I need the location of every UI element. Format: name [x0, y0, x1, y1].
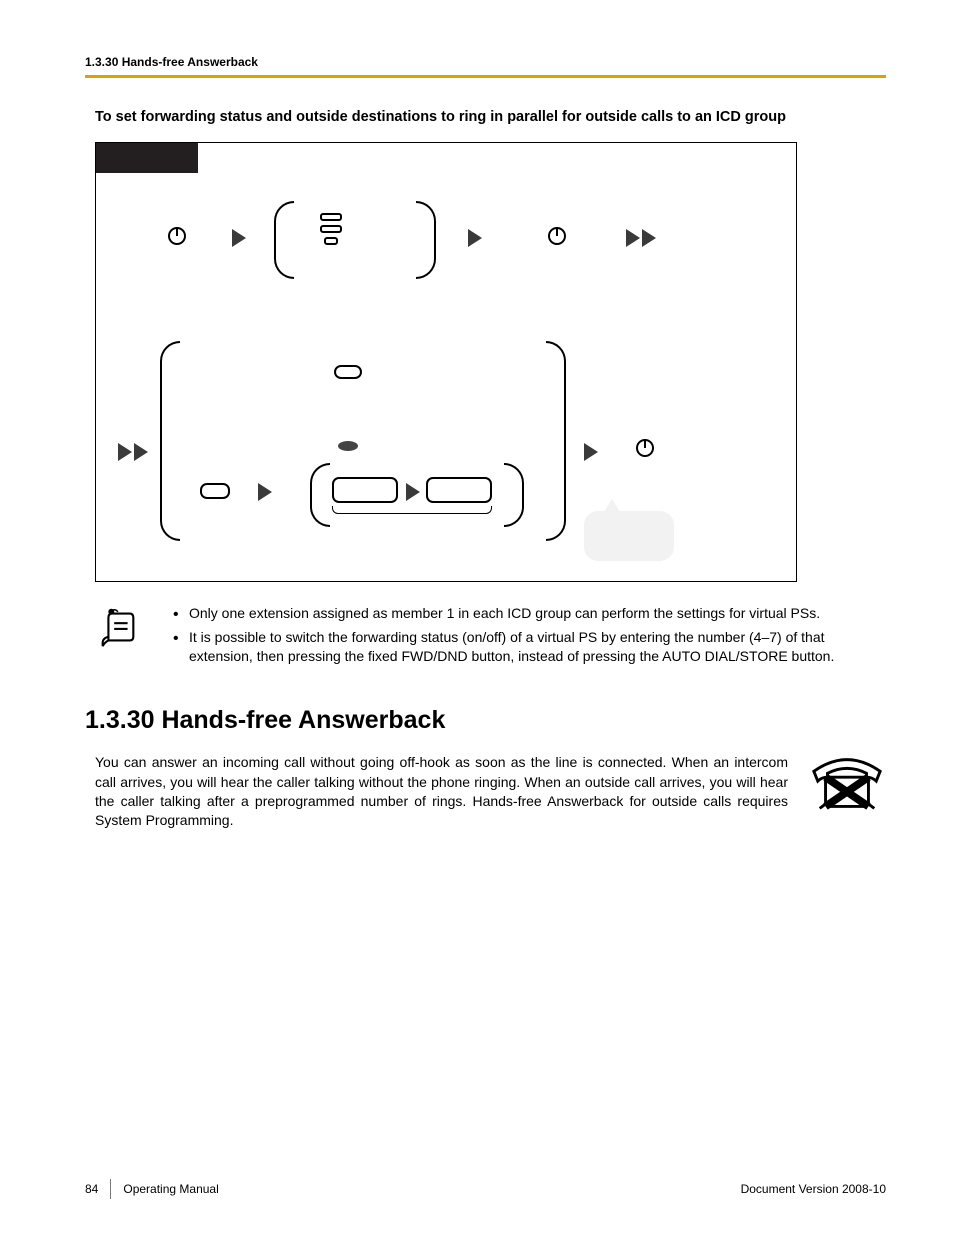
- button-icon: [200, 483, 230, 499]
- paren-left-large: [160, 341, 180, 541]
- arrow-icon: [232, 229, 246, 247]
- header-rule: [85, 75, 886, 78]
- flow-tab: [96, 143, 198, 173]
- footer: 84 Operating Manual Document Version 200…: [85, 1179, 886, 1199]
- section-body: You can answer an incoming call without …: [95, 753, 788, 830]
- paren-left-small: [310, 463, 330, 527]
- bracket-icon: [332, 506, 492, 514]
- note-item: It is possible to switch the forwarding …: [167, 628, 886, 666]
- note-block: Only one extension assigned as member 1 …: [95, 604, 886, 673]
- document-version: Document Version 2008-10: [741, 1182, 886, 1196]
- keypad-icon: [320, 213, 342, 245]
- phone-handsfree-icon: [808, 753, 886, 830]
- button-icon: [334, 365, 362, 379]
- power-icon: [168, 227, 186, 245]
- arrow-icon: [468, 229, 482, 247]
- double-arrow-icon: [626, 229, 656, 252]
- paren-right-small: [504, 463, 524, 527]
- running-header: 1.3.30 Hands-free Answerback: [85, 55, 886, 69]
- paren-right-large: [546, 341, 566, 541]
- manual-title: Operating Manual: [123, 1182, 218, 1196]
- intro-heading: To set forwarding status and outside des…: [95, 108, 876, 128]
- note-list: Only one extension assigned as member 1 …: [167, 604, 886, 673]
- section-title: 1.3.30 Hands-free Answerback: [85, 706, 886, 735]
- arrow-icon: [406, 483, 420, 501]
- note-icon: [95, 604, 141, 673]
- page-number: 84: [85, 1182, 98, 1196]
- flow-diagram: [95, 142, 797, 582]
- arrow-icon: [584, 443, 598, 461]
- large-button-icon: [332, 477, 398, 503]
- double-arrow-icon: [118, 443, 148, 466]
- power-icon: [548, 227, 566, 245]
- arrow-icon: [258, 483, 272, 501]
- oval-icon: [338, 441, 358, 451]
- large-button-icon: [426, 477, 492, 503]
- speech-bubble-icon: [584, 511, 674, 561]
- section-body-row: You can answer an incoming call without …: [95, 753, 886, 830]
- footer-divider: [110, 1179, 111, 1199]
- power-icon: [636, 439, 654, 457]
- note-item: Only one extension assigned as member 1 …: [167, 604, 886, 623]
- paren-left: [274, 201, 294, 279]
- paren-right: [416, 201, 436, 279]
